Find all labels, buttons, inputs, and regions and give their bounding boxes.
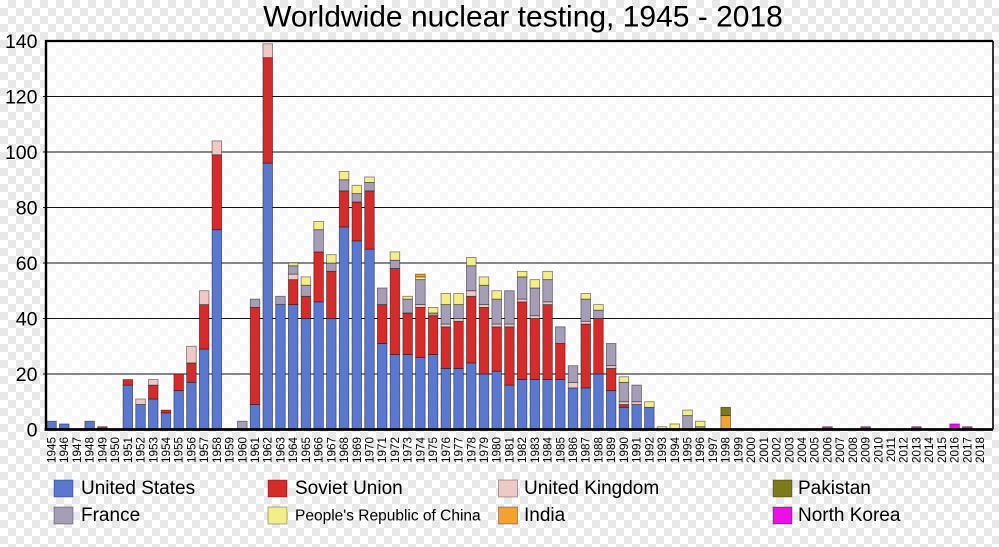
svg-text:0: 0 (27, 420, 38, 442)
svg-text:1996: 1996 (694, 437, 707, 463)
svg-text:1965: 1965 (300, 437, 313, 464)
svg-text:2006: 2006 (821, 437, 834, 463)
svg-text:1966: 1966 (313, 437, 326, 463)
svg-text:2012: 2012 (898, 437, 911, 463)
svg-text:1967: 1967 (325, 437, 338, 463)
svg-text:1951: 1951 (122, 437, 135, 463)
svg-text:2014: 2014 (923, 437, 936, 464)
svg-text:2018: 2018 (974, 437, 987, 463)
svg-text:1994: 1994 (669, 437, 682, 464)
svg-text:2016: 2016 (949, 437, 962, 463)
svg-text:1968: 1968 (338, 437, 351, 463)
svg-text:1981: 1981 (503, 437, 516, 463)
svg-text:France: France (81, 505, 140, 526)
svg-text:1972: 1972 (389, 437, 402, 463)
svg-text:1946: 1946 (58, 437, 71, 463)
svg-text:1952: 1952 (135, 437, 148, 463)
svg-text:120: 120 (5, 87, 38, 109)
svg-text:1983: 1983 (529, 437, 542, 463)
svg-text:1949: 1949 (96, 437, 109, 463)
svg-text:1958: 1958 (211, 437, 224, 463)
svg-text:1992: 1992 (643, 437, 656, 463)
svg-text:1979: 1979 (478, 437, 491, 463)
svg-text:100: 100 (5, 142, 38, 164)
svg-text:1970: 1970 (364, 437, 377, 464)
svg-text:1986: 1986 (567, 437, 580, 463)
svg-text:Soviet Union: Soviet Union (295, 478, 403, 499)
svg-text:1975: 1975 (427, 437, 440, 464)
svg-text:1985: 1985 (554, 437, 567, 464)
svg-text:2010: 2010 (872, 437, 885, 464)
svg-text:1954: 1954 (160, 437, 173, 464)
svg-text:2005: 2005 (809, 437, 822, 464)
svg-text:United Kingdom: United Kingdom (524, 478, 659, 499)
svg-text:1969: 1969 (351, 437, 364, 463)
svg-text:1976: 1976 (440, 437, 453, 463)
svg-text:People's Republic of China: People's Republic of China (295, 508, 481, 525)
svg-text:Pakistan: Pakistan (798, 478, 871, 499)
svg-text:2003: 2003 (783, 437, 796, 463)
svg-text:20: 20 (16, 364, 38, 386)
svg-text:1980: 1980 (491, 437, 504, 464)
svg-text:1982: 1982 (516, 437, 529, 463)
svg-text:1957: 1957 (198, 437, 211, 463)
svg-text:2000: 2000 (745, 437, 758, 464)
svg-text:1999: 1999 (732, 437, 745, 463)
svg-text:1950: 1950 (109, 437, 122, 464)
svg-text:India: India (524, 505, 566, 526)
svg-text:60: 60 (16, 253, 38, 275)
svg-text:2002: 2002 (771, 437, 784, 463)
svg-text:1995: 1995 (682, 437, 695, 464)
svg-text:Worldwide nuclear testing, 194: Worldwide nuclear testing, 1945 - 2018 (263, 1, 783, 34)
svg-text:2008: 2008 (847, 437, 860, 463)
svg-text:140: 140 (5, 31, 38, 53)
svg-text:1974: 1974 (414, 437, 427, 464)
svg-text:2007: 2007 (834, 437, 847, 463)
svg-text:2001: 2001 (758, 437, 771, 463)
svg-text:1988: 1988 (592, 437, 605, 463)
svg-text:2017: 2017 (961, 437, 974, 463)
svg-text:1977: 1977 (453, 437, 466, 463)
svg-text:1971: 1971 (376, 437, 389, 463)
svg-text:1945: 1945 (46, 437, 59, 464)
svg-text:40: 40 (16, 309, 38, 331)
svg-text:1959: 1959 (224, 437, 237, 463)
svg-text:1962: 1962 (262, 437, 275, 463)
svg-text:1973: 1973 (402, 437, 415, 463)
svg-text:1947: 1947 (71, 437, 84, 463)
svg-text:1989: 1989 (605, 437, 618, 463)
svg-text:1978: 1978 (465, 437, 478, 463)
svg-text:1991: 1991 (631, 437, 644, 463)
svg-text:1963: 1963 (274, 437, 287, 463)
svg-text:2015: 2015 (936, 437, 949, 464)
svg-text:1955: 1955 (173, 437, 186, 464)
svg-text:1987: 1987 (580, 437, 593, 463)
svg-text:2009: 2009 (860, 437, 873, 463)
svg-text:2011: 2011 (885, 437, 898, 462)
svg-text:2004: 2004 (796, 437, 809, 464)
svg-text:1960: 1960 (236, 437, 249, 464)
svg-text:1984: 1984 (542, 437, 555, 464)
svg-text:1956: 1956 (185, 437, 198, 463)
svg-text:1998: 1998 (720, 437, 733, 463)
svg-text:1993: 1993 (656, 437, 669, 463)
svg-text:2013: 2013 (910, 437, 923, 463)
svg-text:1964: 1964 (287, 437, 300, 464)
svg-text:United States: United States (81, 478, 195, 499)
svg-text:1990: 1990 (618, 437, 631, 464)
svg-text:1997: 1997 (707, 437, 720, 463)
svg-text:North Korea: North Korea (798, 505, 901, 526)
svg-text:1948: 1948 (84, 437, 97, 463)
svg-text:1961: 1961 (249, 437, 262, 463)
svg-text:80: 80 (16, 198, 38, 220)
svg-text:1953: 1953 (147, 437, 160, 463)
